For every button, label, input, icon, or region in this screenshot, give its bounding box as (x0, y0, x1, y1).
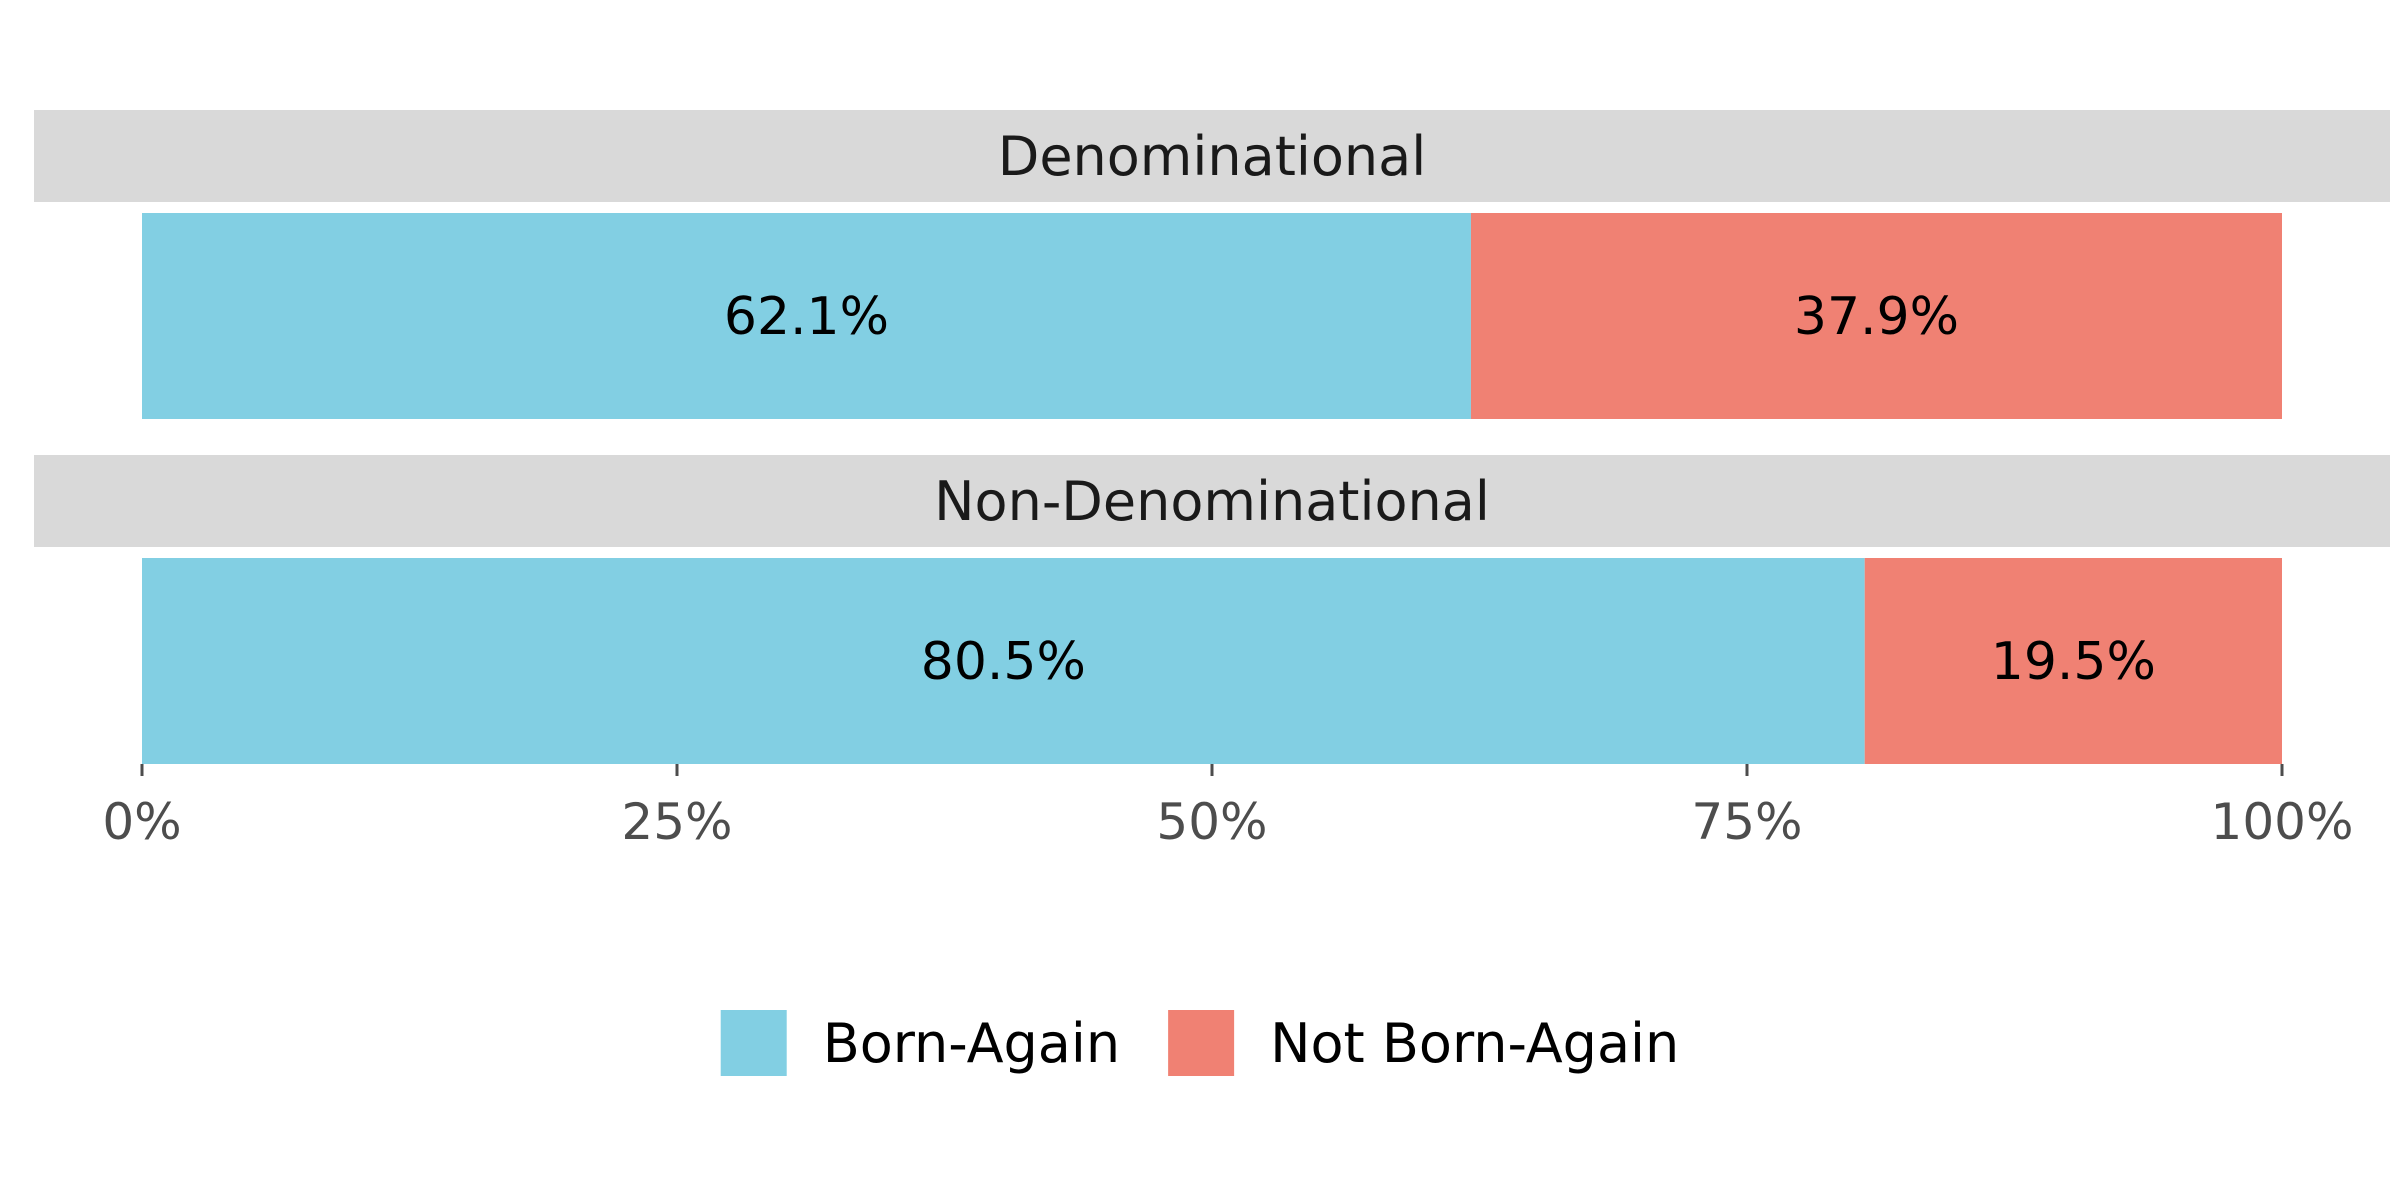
x-axis: 0% 25% 50% 75% 100% (102, 764, 2353, 851)
x-tick-label: 75% (1691, 793, 1802, 851)
bar-segment-born-again (142, 558, 1865, 764)
panel-strip-denominational (34, 110, 2390, 202)
x-tick-label: 50% (1156, 793, 1267, 851)
bar-segment-not-born-again (1864, 558, 2282, 764)
bar-value-label: 37.9% (1794, 287, 1959, 347)
legend-item-born-again: Born-Again (720, 1010, 1120, 1076)
panel-strip-label: Denominational (998, 125, 1427, 188)
bar-value-label: 19.5% (1991, 632, 2156, 692)
x-tick-label: 100% (2211, 793, 2354, 851)
legend-key-born-again (720, 1010, 787, 1076)
chart-panels: Denominational 62.1% 37.9% Non-Denomination… (34, 110, 2390, 764)
legend-key-not-born-again (1168, 1010, 1235, 1076)
bar-value-label: 62.1% (724, 287, 889, 347)
x-tick-label: 25% (621, 793, 732, 851)
legend: Born-Again Not Born-Again (720, 1010, 1679, 1076)
bar-segment-born-again (142, 213, 1471, 419)
bar-segment-not-born-again (1470, 213, 2282, 419)
legend-label: Born-Again (823, 1012, 1120, 1075)
panel-strip-label: Non-Denominational (934, 470, 1490, 533)
panel-strip-non-denominational (34, 455, 2390, 547)
legend-label: Not Born-Again (1270, 1012, 1679, 1075)
bar-value-label: 80.5% (921, 632, 1086, 692)
panel-denominational: Denominational 62.1% 37.9% (34, 110, 2390, 419)
panel-non-denominational: Non-Denominational 80.5% 19.5% (34, 455, 2390, 764)
legend-item-not-born-again: Not Born-Again (1168, 1010, 1679, 1076)
x-tick-label: 0% (102, 793, 181, 851)
